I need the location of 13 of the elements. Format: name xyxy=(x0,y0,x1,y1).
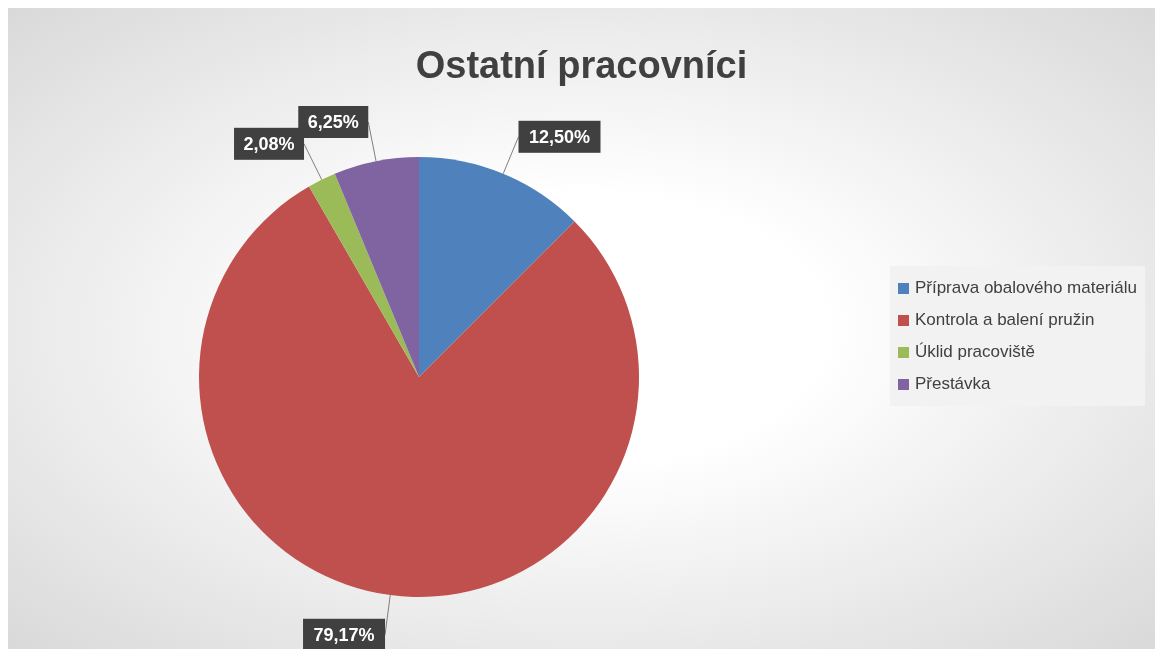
legend-label: Úklid pracoviště xyxy=(914,342,1035,362)
legend-label: Kontrola a balení pružin xyxy=(914,310,1095,330)
data-label: 79,17% xyxy=(313,624,375,645)
legend-label: Přestávka xyxy=(914,374,991,394)
pie-slice xyxy=(334,157,419,377)
data-label: 12,50% xyxy=(528,126,591,147)
pie-slice xyxy=(309,173,419,377)
chart-title: Ostatní pracovníci xyxy=(414,44,749,87)
pie-slice xyxy=(419,157,575,377)
data-label: 2,08% xyxy=(243,133,295,154)
data-label: 6,25% xyxy=(307,112,359,132)
pie-slice xyxy=(199,186,639,597)
legend-label: Příprava obalového materiálu xyxy=(914,278,1137,298)
